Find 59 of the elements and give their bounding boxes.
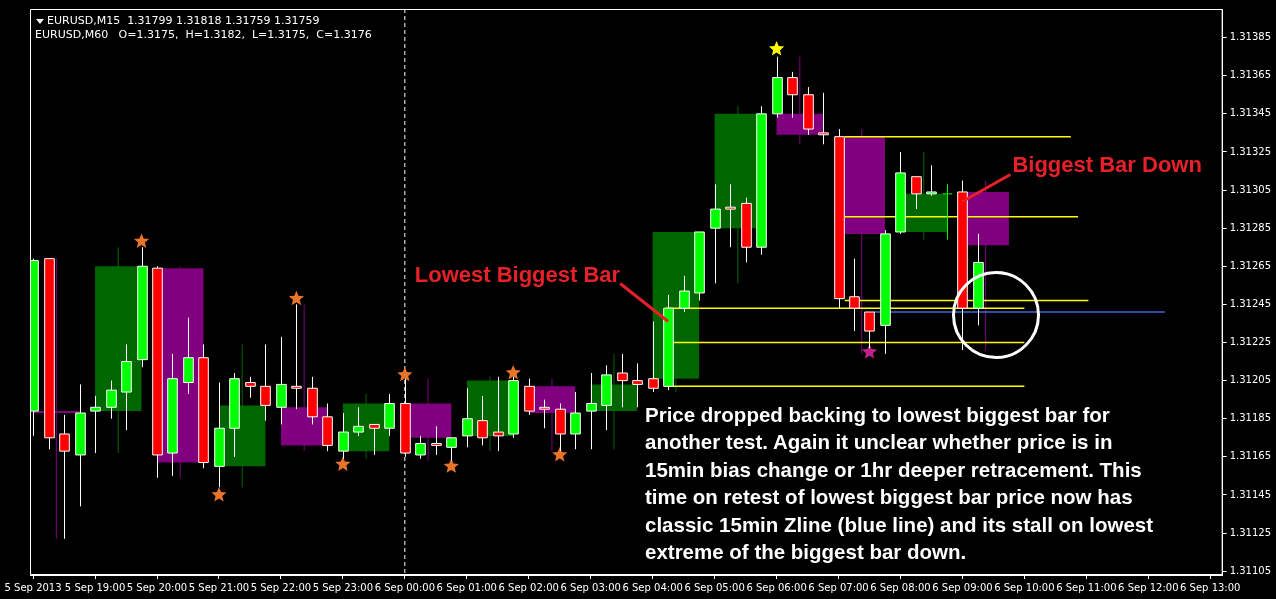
candlestick [586,372,597,450]
point [861,344,878,359]
candlestick [632,362,643,408]
y-tick-label: 1.31365 [1229,69,1272,81]
x-tick-label: 6 Sep 05:00 [684,581,745,593]
candlestick [245,376,256,399]
x-tick-label: 6 Sep 03:00 [560,581,621,593]
x-tick-label: 6 Sep 09:00 [932,581,993,593]
y-tick-label: 1.31225 [1229,336,1272,348]
text: EURUSD,M60 O=1.3175, H=1.3182, L=1.3175, C=1.3176 [35,28,372,41]
point [288,290,305,306]
y-tick-label: 1.31385 [1229,31,1272,43]
annotation: Biggest Bar Down [1012,151,1202,177]
point [768,41,785,56]
point [335,456,351,471]
candlestick [849,258,860,332]
candlestick [431,425,442,456]
annotation: Lowest Biggest Bar [414,261,621,287]
point [552,446,568,462]
point [397,366,413,382]
y-tick-label: 1.31245 [1229,297,1272,309]
x-tick-label: 6 Sep 00:00 [374,581,436,593]
candlestick [276,336,287,425]
x-tick-label: 6 Sep 11:00 [1056,581,1117,593]
point [443,458,459,473]
x-tick-label: 6 Sep 07:00 [808,581,869,593]
x-tick-label: 6 Sep 12:00 [1118,581,1179,593]
y-tick-label: 1.31325 [1229,145,1272,157]
x-tick-label: 6 Sep 04:00 [622,581,683,593]
x-tick-label: 5 Sep 22:00 [250,581,312,593]
y-tick-label: 1.31205 [1229,374,1272,386]
x-tick-label: 5 Sep 21:00 [188,581,250,593]
y-tick-label: 1.31305 [1229,183,1272,195]
x-tick-label: 6 Sep 08:00 [870,581,931,593]
text: EURUSD,M15 1.31799 1.31818 1.31759 1.31759 [47,14,320,27]
x-tick-label: 5 Sep 20:00 [126,581,188,593]
x-tick-label: 6 Sep 06:00 [746,581,807,593]
y-tick-label: 1.31125 [1229,526,1272,538]
x-tick-label: 6 Sep 10:00 [994,581,1055,593]
y-tick-label: 1.31145 [1229,488,1272,500]
candlestick [446,437,457,462]
x-tick-label: 6 Sep 13:00 [1180,581,1241,593]
x-tick-label: 5 Sep 2013 [4,581,62,593]
candlestick [648,321,659,393]
x-tick-label: 6 Sep 01:00 [436,581,497,593]
y-tick-label: 1.31345 [1229,107,1272,119]
y-tick-label: 1.31105 [1229,564,1272,576]
y-tick-label: 1.31185 [1229,412,1272,424]
x-tick-label: 5 Sep 23:00 [312,581,374,593]
x-tick-label: 6 Sep 02:00 [498,581,559,593]
point [211,486,227,502]
candlestick [942,183,953,241]
annotation: Price dropped backing to lowest biggest bar for another test. Again it unclear whether price is in 15min bias change or 1hr deeper retracement. This time on retest of lowest biggest bar price now has classic 15min Zline (blue line) and its stall on lowest extreme of the biggest bar down. [645,403,1154,564]
x-tick-label: 5 Sep 19:00 [64,581,126,593]
point [133,233,150,248]
y-tick-label: 1.31265 [1229,259,1272,271]
y-tick-label: 1.31165 [1229,450,1272,462]
point [505,364,521,380]
y-tick-label: 1.31285 [1229,221,1272,233]
